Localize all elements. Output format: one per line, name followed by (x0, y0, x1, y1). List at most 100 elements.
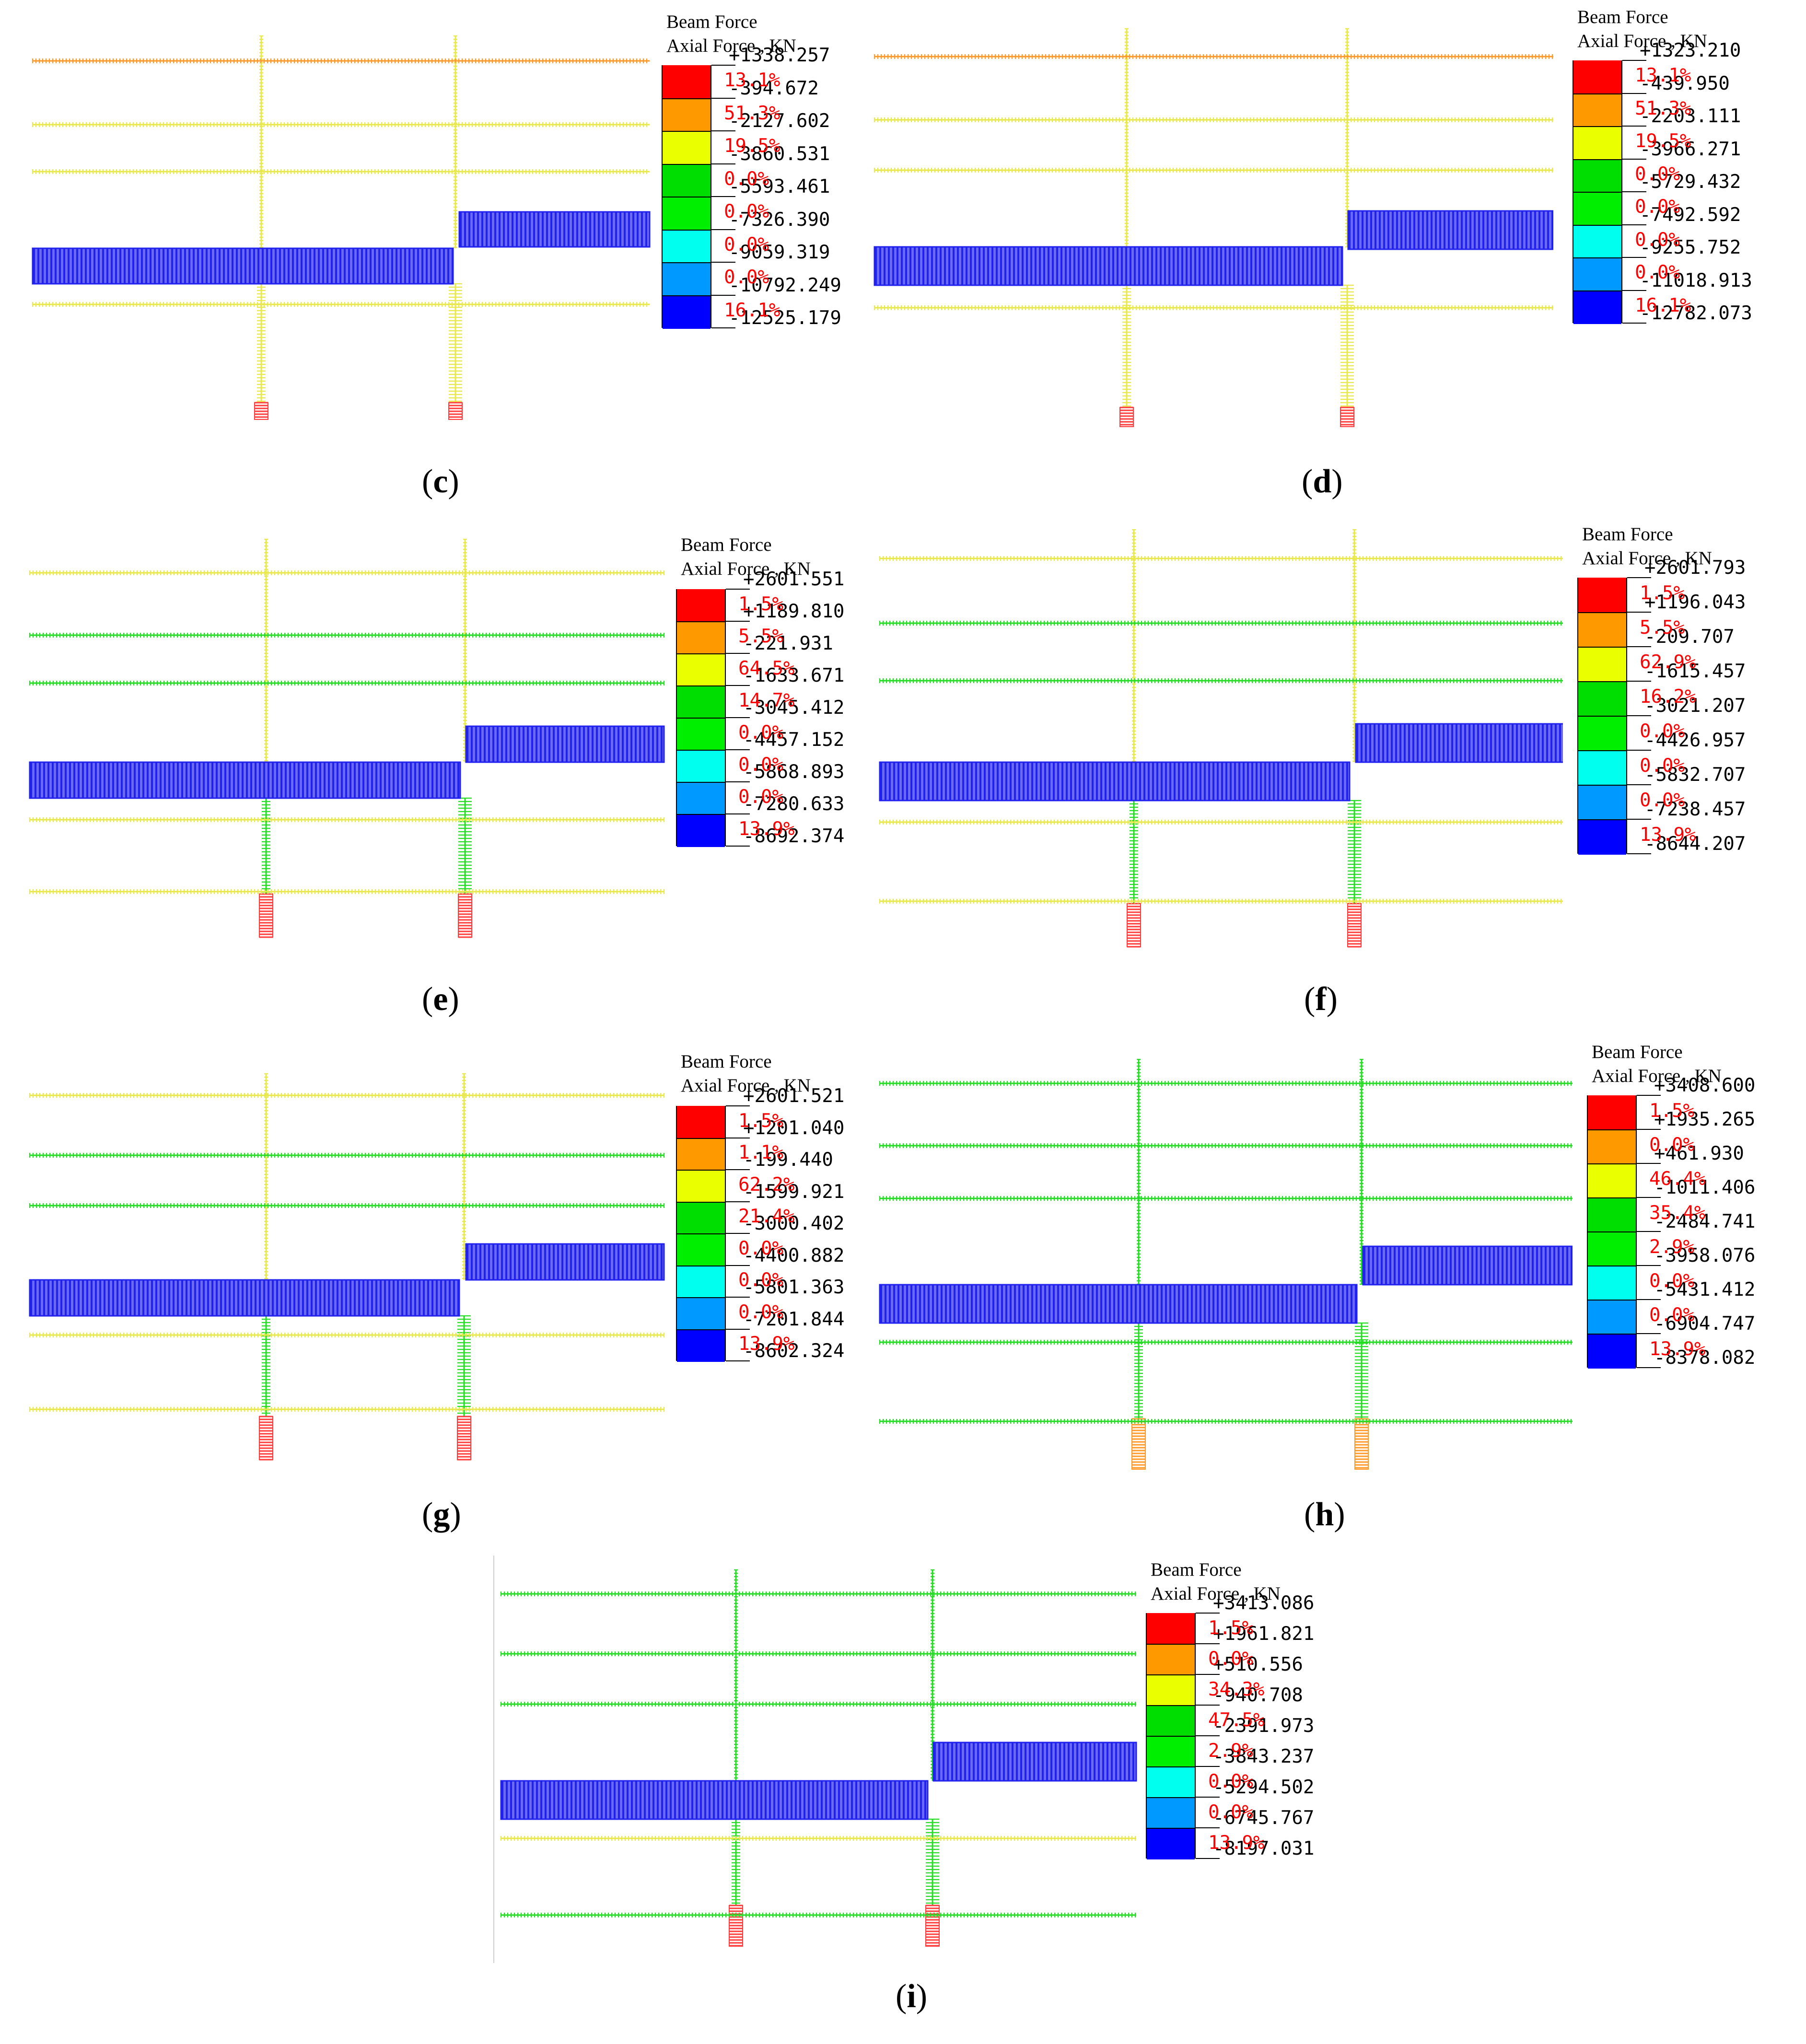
legend-percentage: 1.1% (738, 1142, 783, 1164)
legend-tick (726, 1233, 750, 1234)
strut-right (932, 1742, 1137, 1782)
legend-value: -3860.531 (729, 143, 830, 165)
legend-percentage: 34.3% (1208, 1678, 1265, 1700)
legend-tick (711, 229, 735, 230)
panel-g-caption: (g) (422, 1496, 461, 1533)
legend-percentage: 0.0% (1640, 789, 1685, 811)
legend-value: +3408.600 (1654, 1075, 1756, 1096)
legend-percentage: 13.9% (738, 818, 795, 840)
legend-value: -5832.707 (1644, 764, 1746, 786)
legend-tick (726, 1265, 750, 1266)
panel-i-structure-diagram (493, 1556, 1137, 1963)
beam (29, 1153, 665, 1158)
column-lower (732, 1818, 740, 1905)
column-base (259, 893, 273, 938)
column-base (1340, 406, 1354, 427)
beam (32, 169, 650, 174)
panel-f-structure-diagram (879, 529, 1563, 948)
panel-i-caption: (i) (896, 1978, 928, 2015)
legend-swatch (1588, 1334, 1636, 1369)
legend-percentage: 0.0% (738, 722, 783, 744)
legend-value: -8378.082 (1654, 1347, 1756, 1369)
legend-tick (1627, 750, 1651, 751)
legend-swatch (1578, 819, 1626, 855)
legend-value: -5801.363 (743, 1277, 845, 1298)
column-base (925, 1905, 940, 1947)
legend-tick (726, 1360, 750, 1361)
legend-percentage: 13.9% (1640, 824, 1696, 846)
legend-swatch (1573, 159, 1621, 193)
legend-percentage: 13.9% (1208, 1832, 1265, 1854)
legend-value: -4457.152 (743, 729, 845, 751)
panel-g-structure-diagram (29, 1073, 665, 1461)
legend-swatch (1578, 750, 1626, 786)
legend-percentage: 0.0% (738, 1269, 783, 1291)
legend-tick (1622, 290, 1646, 291)
legend-title: Beam Force (1582, 524, 1673, 545)
column-upper (1352, 529, 1356, 762)
legend-swatch (677, 1201, 725, 1234)
legend-swatch (677, 1233, 725, 1266)
column-upper (1125, 28, 1129, 248)
legend-value: -6904.747 (1654, 1313, 1756, 1335)
legend-value: -1615.457 (1644, 661, 1746, 682)
legend-percentage: 62.9% (1640, 651, 1696, 673)
legend-color-bar (1587, 1095, 1637, 1369)
legend-swatch (1588, 1129, 1636, 1164)
legend-percentage: 51.3% (724, 102, 781, 124)
legend-value: +1323.210 (1640, 40, 1741, 61)
legend-color-bar (1573, 60, 1622, 324)
beam (29, 681, 665, 685)
legend-value: +3413.086 (1213, 1592, 1315, 1614)
legend-swatch (677, 1170, 725, 1203)
legend-tick (1627, 612, 1651, 613)
legend-swatch (663, 131, 711, 165)
legend-swatch (677, 750, 725, 783)
beam (32, 302, 650, 307)
legend-value: -199.440 (743, 1149, 833, 1171)
legend-tick (1637, 1163, 1661, 1164)
legend-percentage: 0.0% (1635, 262, 1680, 284)
legend-value: -5868.893 (743, 761, 845, 783)
legend-value: -7238.457 (1644, 799, 1746, 820)
legend-percentage: 1.5% (1208, 1617, 1253, 1639)
beam (874, 168, 1553, 173)
legend-tick (711, 262, 735, 263)
legend-color-bar (676, 589, 726, 847)
column-base (448, 402, 463, 420)
legend-title: Beam Force (681, 534, 772, 555)
legend-percentage: 64.5% (738, 658, 795, 680)
legend-subtitle: Axial Force , KN (681, 1075, 811, 1096)
legend-swatch (1588, 1266, 1636, 1301)
column-base (1127, 903, 1141, 948)
legend-tick (726, 813, 750, 814)
legend-title: Beam Force (1577, 7, 1668, 27)
legend-percentage: 0.0% (1640, 755, 1685, 777)
legend-percentage: 0.0% (738, 786, 783, 808)
column-base (1119, 406, 1134, 427)
column-upper (454, 35, 457, 248)
legend-percentage: 13.1% (724, 70, 781, 92)
legend-percentage: 0.0% (1635, 229, 1680, 251)
legend-subtitle: Axial Force , KN (666, 35, 796, 56)
legend-tick (1622, 158, 1646, 160)
column-upper (1132, 529, 1136, 762)
legend-percentage: 0.0% (724, 201, 769, 223)
legend-value: -4400.882 (743, 1244, 845, 1266)
column-lower (926, 1818, 939, 1905)
strut-right (465, 1243, 665, 1281)
legend-percentage: 1.5% (738, 1110, 783, 1132)
legend-value: -3000.402 (743, 1213, 845, 1234)
legend-swatch (1573, 257, 1621, 291)
legend-swatch (663, 163, 711, 197)
legend-percentage: 51.3% (1635, 97, 1691, 119)
panel-g: Beam Force Axial Force , KN +2601.521 +1201… (0, 1043, 892, 1551)
legend-tick (1627, 784, 1651, 785)
beam (874, 54, 1553, 59)
legend-tick (1622, 224, 1646, 225)
column-base (458, 893, 472, 938)
legend-value: +1201.040 (743, 1117, 845, 1139)
legend-percentage: 19.5% (1635, 130, 1691, 152)
legend-value: -9059.319 (729, 242, 830, 263)
legend-swatch (1573, 93, 1621, 127)
